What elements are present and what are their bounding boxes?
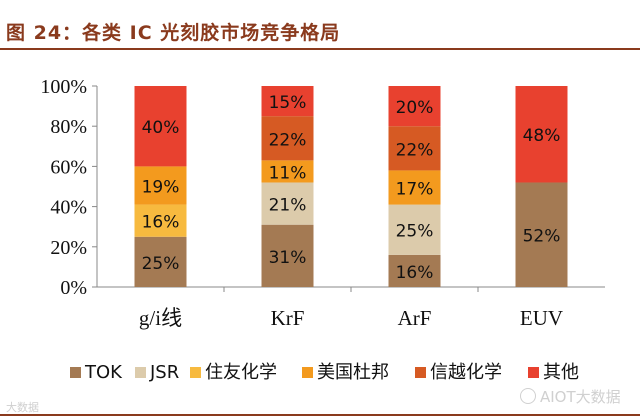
bar-segment [388,170,441,205]
x-tick-label: KrF [271,306,305,330]
data-label: 52% [523,227,561,247]
data-label: 15% [269,93,307,113]
data-label: 40% [142,118,180,138]
data-label: 22% [396,140,434,160]
data-label: 11% [269,163,307,183]
wechat-logo-icon [520,388,536,404]
legend-label: JSR [149,362,179,383]
data-label: 20% [396,98,434,118]
bar-segment [261,182,314,225]
bar-segment [134,204,187,237]
y-tick-label: 80% [50,116,87,138]
bar-segment [388,86,441,127]
x-tick-label: EUV [520,306,563,330]
data-label: 31% [269,248,307,268]
figure-title: 图 24：各类 IC 光刻胶市场竞争格局 [6,22,341,44]
legend-swatch [415,367,426,378]
y-tick-label: 100% [40,76,87,98]
bar-segment [261,116,314,161]
bar-segment [515,182,568,287]
y-tick-label: 60% [50,156,87,178]
bar-segment [134,166,187,205]
watermark-right: AIOT大数据 [520,386,621,407]
y-tick-label: 20% [50,237,87,259]
data-label: 16% [142,213,180,233]
x-tick-label: ArF [398,306,432,330]
bar-segment [134,236,187,287]
bar-segment [134,86,187,167]
bottom-rule [0,414,640,416]
legend-label: TOK [84,362,123,383]
watermark-right-text: AIOT大数据 [540,388,621,406]
x-tick-label: g/i线 [139,306,182,330]
legend-label: 信越化学 [430,362,502,383]
watermark-left: 大数据 [6,401,39,414]
bar-segment [388,204,441,255]
y-tick-label: 40% [50,197,87,219]
data-label: 16% [396,263,434,283]
bar-segment [388,126,441,171]
data-label: 22% [269,130,307,150]
legend-label: 住友化学 [205,362,277,383]
bar-segment [515,86,568,183]
bar-segment [261,224,314,287]
legend-swatch [135,367,146,378]
legend-swatch [528,367,539,378]
legend-swatch [302,367,313,378]
bar-segment [261,160,314,183]
data-label: 17% [396,180,434,200]
legend-label: 美国杜邦 [317,362,389,383]
data-label: 19% [142,177,180,197]
bar-segment [261,86,314,117]
data-label: 25% [142,254,180,274]
data-label: 48% [523,126,561,146]
legend-swatch [190,367,201,378]
bar-segment [388,254,441,287]
title-rule [0,48,640,50]
legend-label: 其他 [543,362,579,383]
data-label: 25% [396,222,434,242]
y-tick-label: 0% [60,277,87,299]
legend-swatch [70,367,81,378]
data-label: 21% [269,196,307,216]
